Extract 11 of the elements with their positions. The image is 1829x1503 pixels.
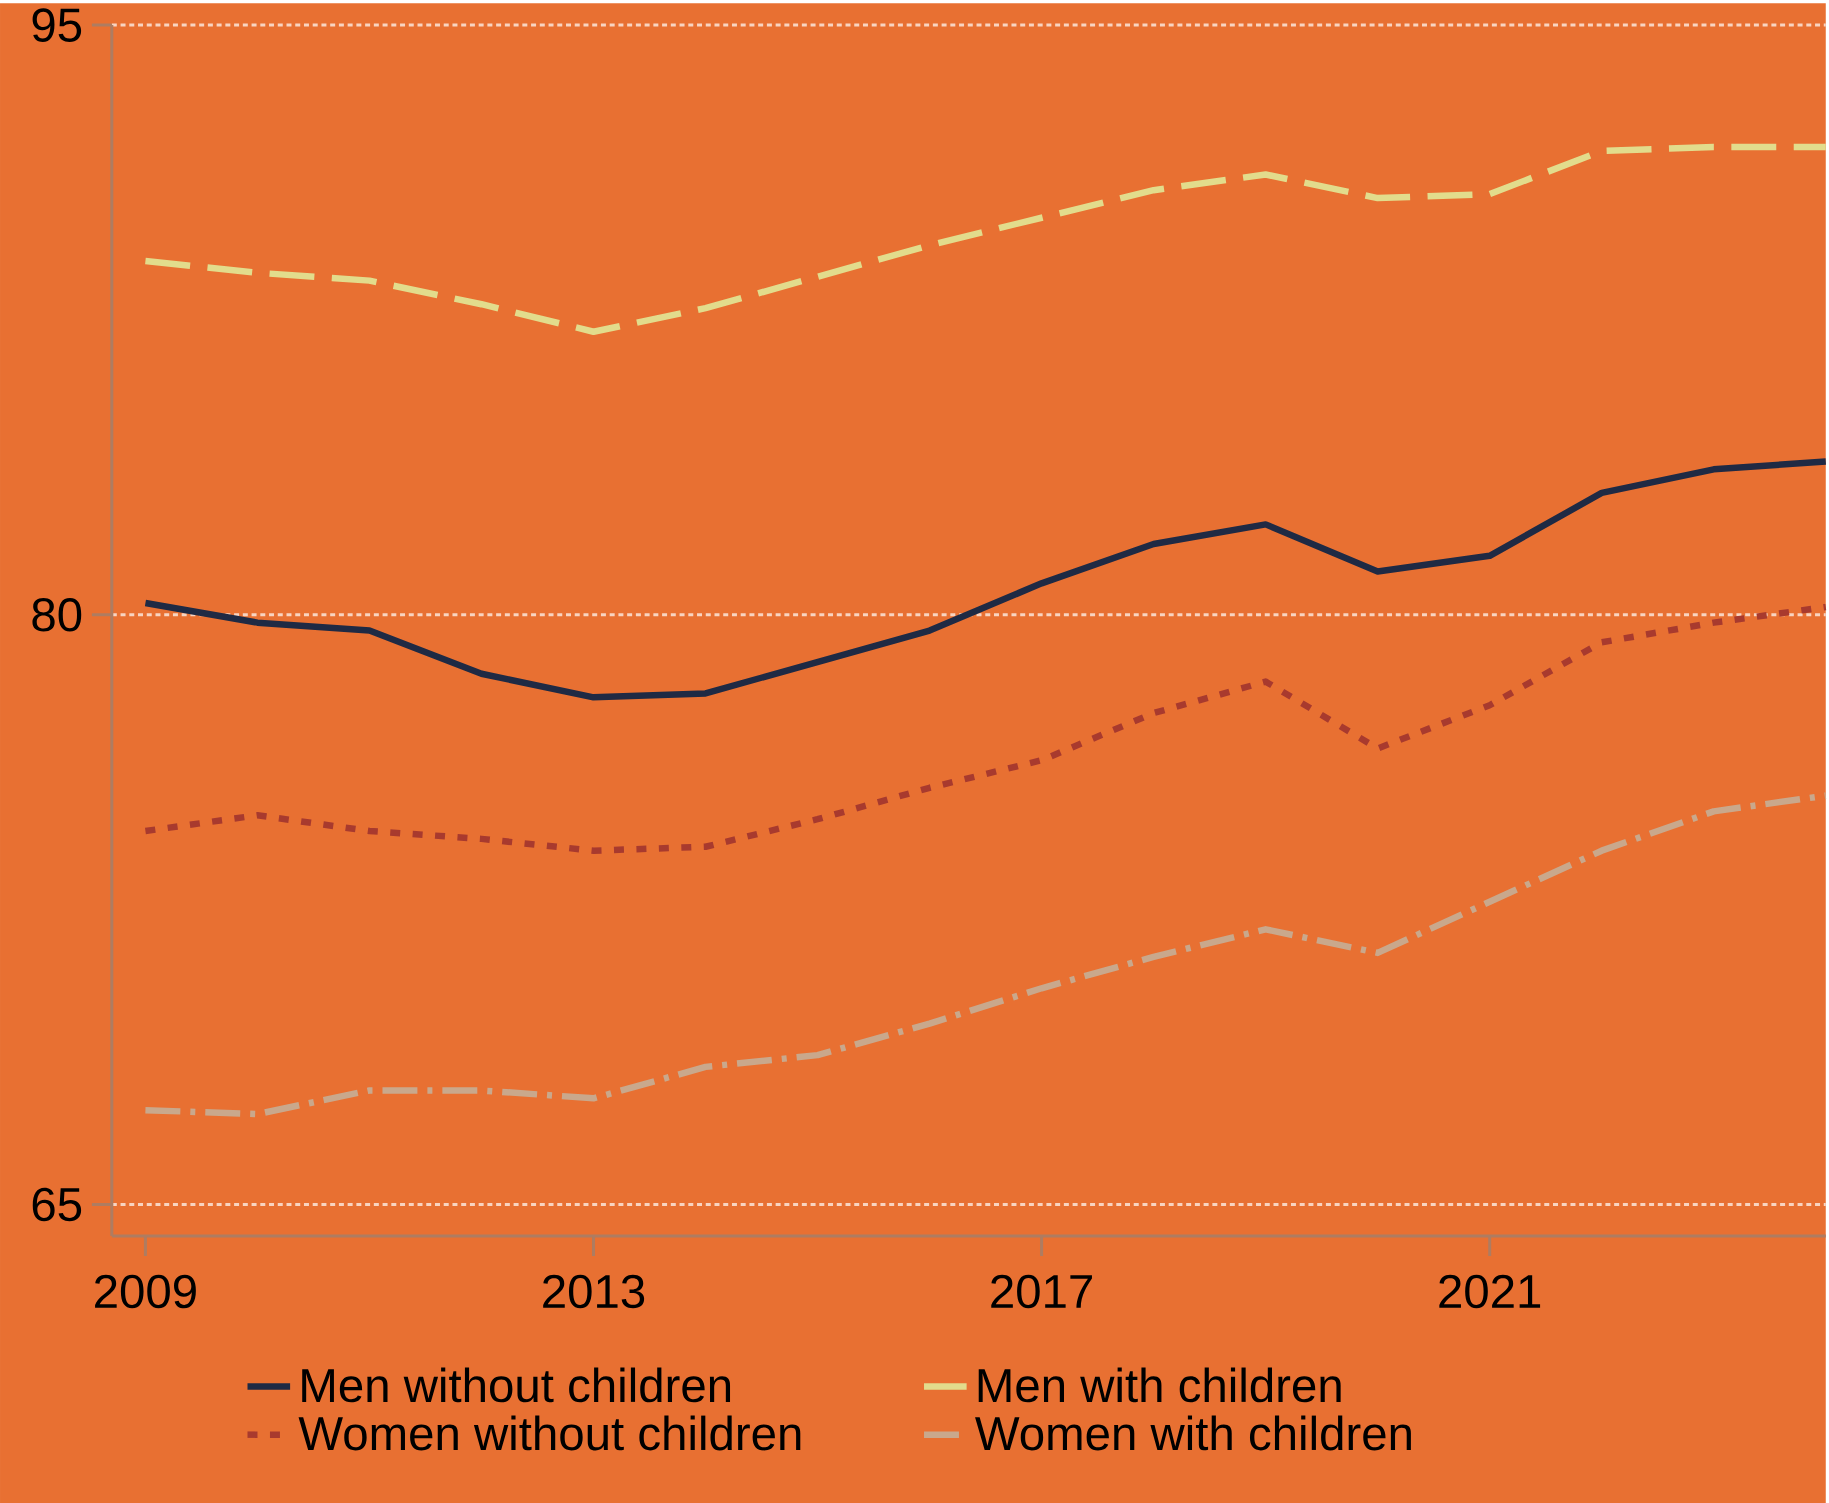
x-tick-label: 2009 [95,1274,196,1309]
y-tick-label: 65 [32,1187,82,1222]
x-tick-label: 2021 [1439,1274,1541,1309]
y-tick-label: 95 [32,8,82,42]
legend-label: Women with children [975,1415,1411,1451]
legend-label: Men without children [302,1367,731,1403]
x-tick-label: 2013 [543,1274,645,1309]
y-tick-label: 80 [32,597,82,632]
legend-label: Women without children [298,1415,801,1451]
legend-label: Men with children [978,1367,1341,1403]
x-tick-label: 2017 [991,1274,1092,1309]
